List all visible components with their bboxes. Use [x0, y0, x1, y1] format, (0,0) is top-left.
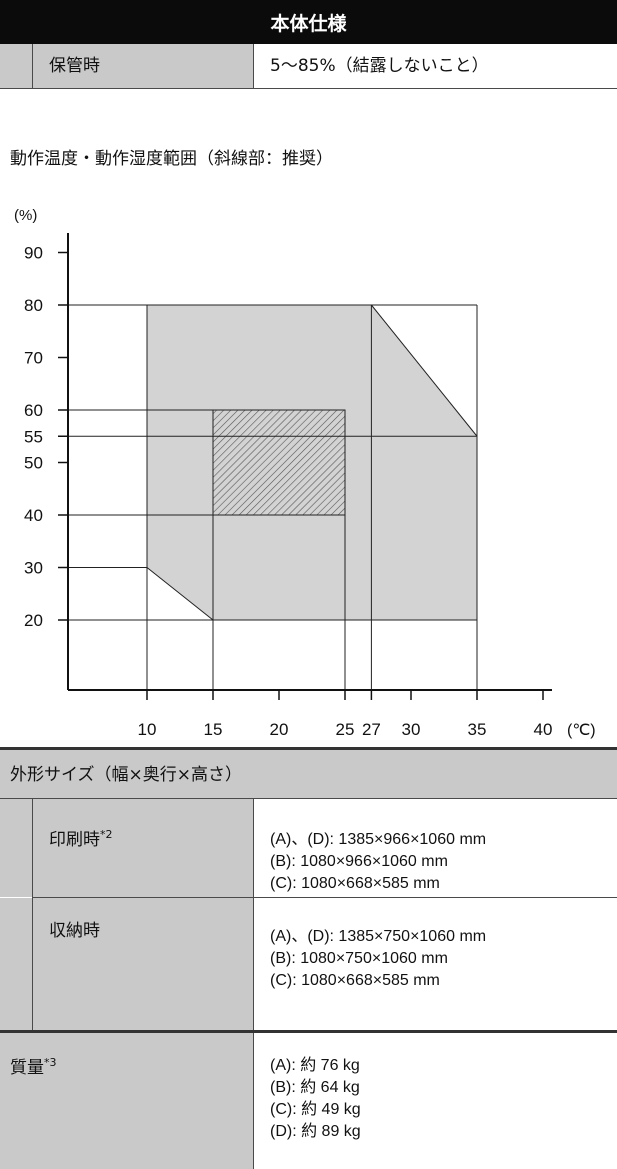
printing-label: 印刷時*2	[49, 828, 113, 850]
x-tick-label: 10	[138, 720, 157, 739]
y-tick-label: 60	[24, 401, 43, 420]
section-divider	[0, 747, 617, 750]
y-unit-label: (%)	[14, 207, 37, 224]
y-tick-label: 70	[24, 349, 43, 368]
y-tick-label: 80	[24, 296, 43, 315]
recommended-region	[212, 409, 346, 516]
storage-label: 保管時	[49, 56, 100, 76]
printing-value-line: (C): 1080×668×585 mm	[270, 875, 440, 892]
x-unit-label: (℃)	[567, 722, 596, 739]
printing-value-line: (A)、(D): 1385×966×1060 mm	[270, 831, 487, 848]
stowed-label-cell	[0, 898, 253, 1031]
spec-header: 本体仕様	[0, 0, 617, 44]
weight-value-line: (C): 約 49 kg	[270, 1101, 361, 1118]
stowed-value-line: (C): 1080×668×585 mm	[270, 972, 440, 989]
range-section-title: 動作温度・動作湿度範囲（斜線部：推奨）	[10, 149, 333, 169]
weight-note: *3	[44, 1056, 57, 1069]
weight-label-cell	[0, 1033, 253, 1169]
x-tick-label: 27	[362, 720, 381, 739]
row-divider	[0, 798, 617, 799]
section-divider	[0, 1030, 617, 1033]
x-tick-label: 25	[336, 720, 355, 739]
storage-value-cell	[253, 44, 617, 88]
dimensions-title-row	[0, 750, 617, 798]
weight-value-line: (D): 約 89 kg	[270, 1123, 361, 1140]
weight-label: 質量*3	[10, 1056, 57, 1078]
column-divider	[253, 44, 254, 88]
weight-values: (A): 約 76 kg (B): 約 64 kg (C): 約 49 kg (…	[270, 1055, 361, 1143]
x-tick-label: 40	[534, 720, 553, 739]
row-divider	[32, 897, 617, 898]
x-tick-label: 15	[204, 720, 223, 739]
row-divider	[0, 88, 617, 89]
weight-value-line: (B): 約 64 kg	[270, 1079, 360, 1096]
storage-label-cell	[0, 44, 253, 88]
stowed-values: (A)、(D): 1385×750×1060 mm (B): 1080×750×…	[270, 926, 486, 992]
indent-divider	[32, 799, 33, 1031]
printing-value-line: (B): 1080×966×1060 mm	[270, 853, 448, 870]
stowed-value-line: (A)、(D): 1385×750×1060 mm	[270, 928, 487, 945]
y-tick-label: 40	[24, 506, 43, 525]
y-tick-label: 50	[24, 454, 43, 473]
y-tick-label: 55	[24, 427, 43, 446]
y-tick-label: 90	[24, 244, 43, 263]
operating-diagonal-bottom	[146, 567, 214, 621]
indent-divider	[32, 44, 33, 88]
column-divider	[253, 1033, 254, 1169]
stowed-label: 収納時	[49, 921, 100, 941]
operating-diagonal-top	[371, 304, 478, 437]
printing-label-cell	[0, 799, 253, 897]
x-tick-label: 20	[270, 720, 289, 739]
storage-value: 5〜85%（結露しないこと）	[270, 56, 489, 76]
column-divider	[253, 799, 254, 1031]
spec-header-title: 本体仕様	[270, 12, 347, 35]
y-tick-label: 20	[24, 611, 43, 630]
printing-note: *2	[100, 828, 113, 841]
temp-humidity-chart: 90 80 70 60 55 50 40 30 20 10 15 20 25 27 30 35 40 (%) (℃)	[14, 207, 596, 739]
x-tick-label: 35	[468, 720, 487, 739]
x-tick-label: 30	[402, 720, 421, 739]
weight-value-line: (A): 約 76 kg	[270, 1057, 360, 1074]
dimensions-title: 外形サイズ（幅×奥行×高さ）	[10, 765, 242, 785]
stowed-value-line: (B): 1080×750×1060 mm	[270, 950, 448, 967]
printing-values: (A)、(D): 1385×966×1060 mm (B): 1080×966×…	[270, 829, 486, 895]
y-tick-label: 30	[24, 559, 43, 578]
